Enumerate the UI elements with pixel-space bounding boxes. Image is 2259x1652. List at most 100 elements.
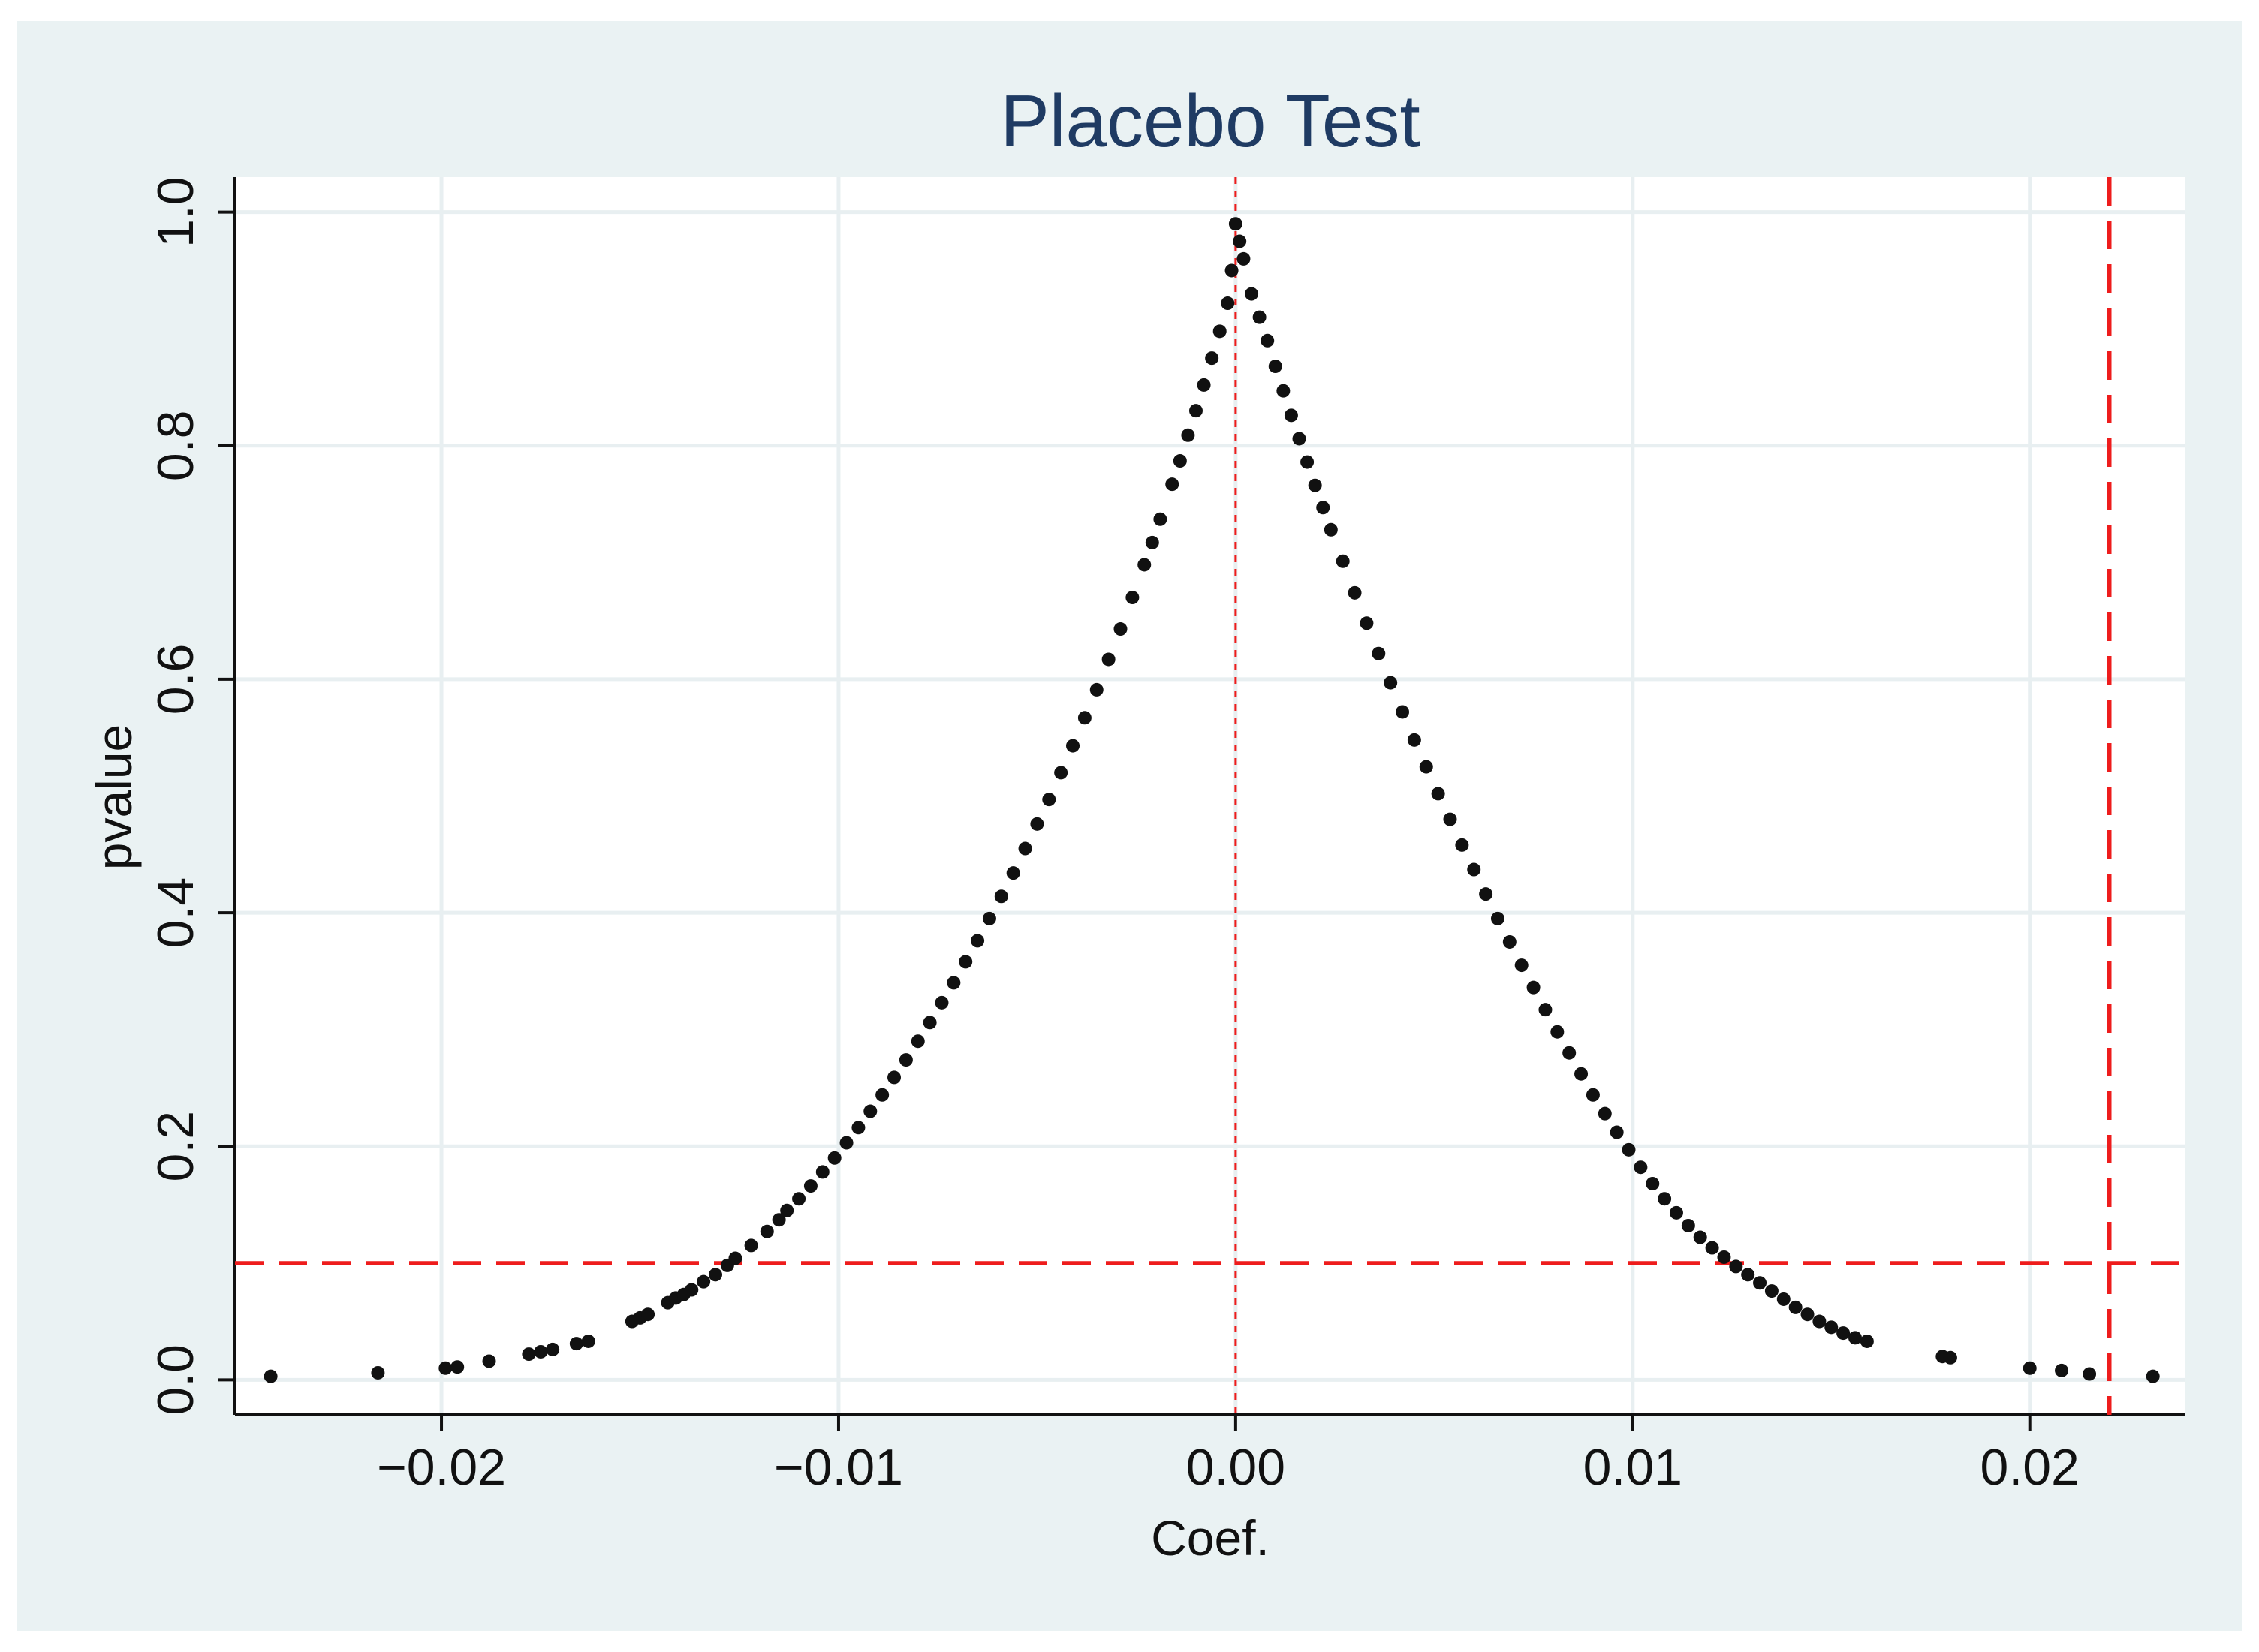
data-point [935, 995, 949, 1010]
data-point [1502, 934, 1517, 949]
data-point [1443, 812, 1457, 826]
data-point [1717, 1250, 1731, 1264]
y-tick-label: 1.0 [147, 176, 204, 248]
data-point [1490, 911, 1504, 925]
x-tick-label: 0.00 [1186, 1439, 1285, 1496]
data-point [947, 976, 961, 990]
data-point [264, 1369, 278, 1383]
data-point [923, 1016, 937, 1030]
data-point [1181, 428, 1195, 442]
data-point [1030, 817, 1044, 831]
data-point [1622, 1142, 1636, 1157]
data-point [371, 1365, 385, 1380]
data-point [1384, 676, 1398, 690]
data-point [1729, 1259, 1743, 1274]
data-point [760, 1224, 774, 1238]
data-point [1431, 787, 1445, 801]
data-point [1467, 862, 1481, 877]
data-point [1455, 838, 1469, 852]
data-point [1776, 1292, 1791, 1306]
data-point [1372, 646, 1386, 660]
data-point [1137, 558, 1152, 572]
data-point [1245, 287, 1259, 301]
data-point [1646, 1176, 1660, 1190]
data-point [1669, 1205, 1683, 1220]
data-point [1006, 866, 1020, 880]
data-point [803, 1179, 818, 1193]
data-point [1224, 263, 1239, 278]
data-point [2146, 1369, 2160, 1383]
data-point [522, 1347, 536, 1362]
data-point [875, 1088, 890, 1102]
data-point [959, 955, 973, 969]
y-tick-label: 0.6 [147, 644, 204, 715]
data-point [1634, 1160, 1648, 1175]
data-point [697, 1274, 711, 1289]
data-point [1562, 1046, 1577, 1060]
data-point [1753, 1276, 1767, 1290]
data-point [1292, 432, 1306, 446]
data-point [1396, 705, 1410, 719]
data-point [1800, 1307, 1815, 1322]
data-point [1054, 766, 1068, 780]
data-point [792, 1192, 806, 1206]
data-point [1860, 1334, 1874, 1348]
data-point [1077, 711, 1092, 725]
data-point [1848, 1331, 1862, 1345]
y-tick-label: 0.8 [147, 411, 204, 482]
data-point [1514, 958, 1529, 973]
data-points [264, 217, 2160, 1383]
data-point [1165, 477, 1179, 492]
data-point [1598, 1106, 1612, 1121]
data-point [438, 1361, 453, 1375]
data-point [1089, 682, 1104, 697]
data-point [569, 1337, 583, 1351]
data-point [1113, 622, 1128, 636]
data-point [780, 1203, 794, 1217]
y-tick-label: 0.2 [147, 1111, 204, 1182]
data-point [708, 1268, 722, 1282]
data-point [1693, 1230, 1707, 1244]
data-point [1705, 1241, 1719, 1255]
chart-title: Placebo Test [1000, 80, 1420, 162]
data-point [1610, 1125, 1624, 1139]
data-point [1538, 1003, 1553, 1017]
data-point [1153, 512, 1167, 526]
data-point [1173, 454, 1187, 468]
data-point [1125, 591, 1140, 605]
data-point [1268, 360, 1282, 374]
data-point [1261, 333, 1275, 348]
data-point [851, 1121, 866, 1135]
data-point [971, 934, 985, 948]
data-point [1252, 310, 1267, 324]
data-point [1586, 1088, 1600, 1102]
y-tick-label: 0.4 [147, 877, 204, 949]
data-point [1233, 234, 1247, 248]
data-point [1018, 841, 1032, 856]
data-point [1681, 1218, 1695, 1232]
data-point [1300, 455, 1315, 469]
reference-lines [235, 177, 2185, 1415]
data-point [899, 1053, 913, 1067]
data-point [1221, 296, 1235, 311]
data-point [1228, 217, 1242, 231]
data-point [1145, 535, 1159, 549]
data-point [1066, 739, 1080, 753]
data-point [1308, 478, 1322, 492]
data-point [1188, 404, 1203, 418]
data-point [2083, 1367, 2097, 1381]
data-point [1788, 1300, 1803, 1314]
data-point [1276, 384, 1291, 398]
data-point [827, 1151, 842, 1165]
data-point [1764, 1284, 1779, 1298]
data-point [2055, 1363, 2069, 1377]
data-point [1419, 760, 1433, 774]
data-point [1348, 585, 1362, 600]
x-tick-label: −0.01 [774, 1439, 903, 1496]
data-point [1284, 408, 1298, 423]
data-point [1812, 1314, 1827, 1329]
data-point [685, 1283, 699, 1297]
data-point [1236, 251, 1251, 266]
data-point [1205, 351, 1219, 366]
